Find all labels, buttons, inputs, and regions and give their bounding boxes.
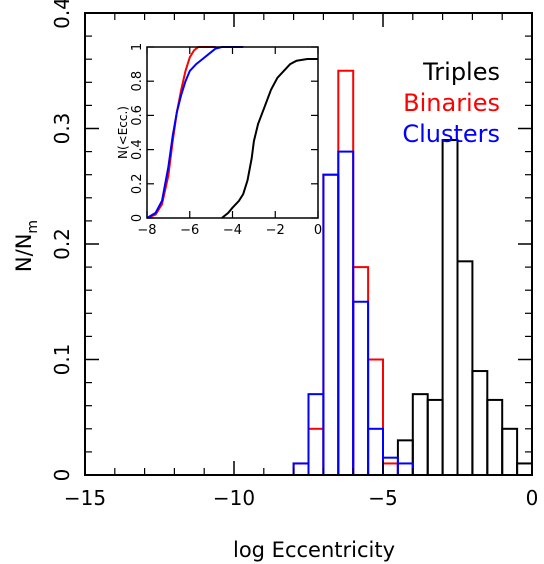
- y-tick-label: 0.3: [50, 113, 74, 145]
- inset-y-tick-label: 1: [130, 43, 145, 51]
- inset-y-axis-title: N(<Ecc.): [116, 106, 130, 159]
- inset-x-tick-label: −6: [180, 223, 199, 238]
- inset-y-tick-label: 0.6: [130, 105, 145, 126]
- inset-cdf-plot: −8 −6 −4 −2 0 0 0.2 0.4 0.6 0.8 1 N(<Ecc.): [116, 43, 322, 238]
- inset-y-tick-label: 0.2: [130, 173, 145, 194]
- legend: Triples Binaries Clusters: [402, 58, 500, 148]
- y-axis-title-main: N/N: [12, 234, 36, 273]
- inset-axis-tick-labels: −8 −6 −4 −2 0 0 0.2 0.4 0.6 0.8 1: [130, 43, 322, 238]
- inset-cdf-lines: [146, 46, 318, 219]
- y-tick-label: 0.4: [50, 0, 74, 29]
- main-axis-ticks: [84, 12, 533, 476]
- inset-background: [147, 47, 318, 218]
- x-axis-title: log Eccentricity: [233, 538, 395, 562]
- x-tick-label: 0: [526, 486, 539, 510]
- x-tick-label: −5: [368, 486, 397, 510]
- inset-x-tick-label: −2: [266, 223, 285, 238]
- y-tick-label: 0: [50, 469, 74, 482]
- cdf-line-triples: [221, 58, 318, 219]
- inset-y-tick-label: 0: [130, 214, 145, 222]
- x-tick-label: −15: [64, 486, 106, 510]
- inset-plot-frame: [146, 46, 319, 219]
- y-tick-label: 0.1: [50, 344, 74, 376]
- inset-x-tick-label: −8: [137, 223, 156, 238]
- cdf-line-clusters: [146, 46, 244, 219]
- x-tick-label: −10: [213, 486, 255, 510]
- y-tick-label: 0.2: [50, 228, 74, 260]
- main-plot-frame: [84, 12, 533, 476]
- inset-x-tick-label: 0: [314, 223, 322, 238]
- y-axis-title-subscript: m: [25, 220, 41, 234]
- y-axis-title: N/Nm: [12, 220, 41, 272]
- inset-x-tick-label: −4: [223, 223, 242, 238]
- inset-y-tick-label: 0.4: [130, 139, 145, 160]
- legend-entry-triples: Triples: [422, 58, 500, 86]
- legend-entry-binaries: Binaries: [403, 89, 500, 117]
- legend-entry-clusters: Clusters: [402, 120, 500, 148]
- inset-y-tick-label: 0.8: [130, 71, 145, 92]
- main-axis-tick-labels: −15 −10 −5 0 0 0.1 0.2 0.3 0.4: [50, 0, 538, 510]
